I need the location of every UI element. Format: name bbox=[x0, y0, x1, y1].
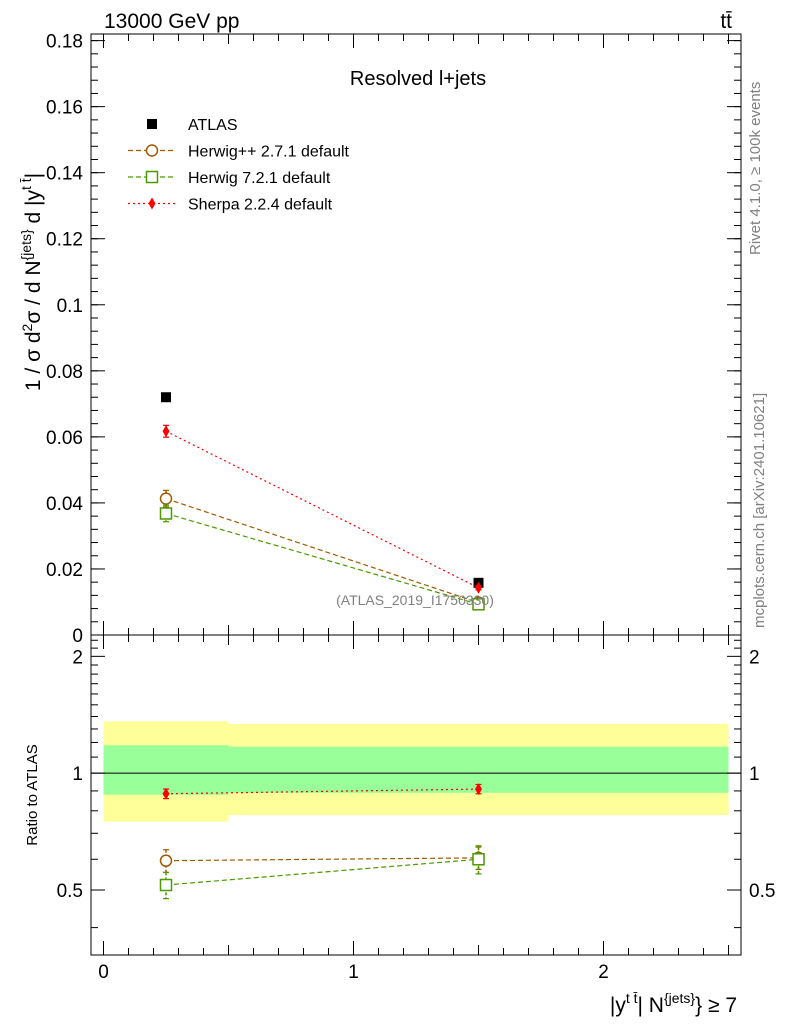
legend-label: Herwig 7.2.1 default bbox=[188, 170, 331, 187]
atlas-point bbox=[161, 392, 171, 403]
main-y-tick-label: 0.16 bbox=[46, 98, 83, 119]
main-y-ticks: 0 0.02 0.04 0.06 0.08 0.1 0.12 0.14 0.16 0.18 bbox=[46, 32, 741, 647]
herwig-7-2-1-default-line bbox=[165, 512, 479, 605]
ratio-panel: 0.5 0.5 1 1 2 2 Ratio to ATLAS 0 1 2 |yt t̄| N{… bbox=[24, 634, 775, 1017]
legend-label: Sherpa 2.2.4 default bbox=[188, 197, 333, 214]
herwig-7-2-1-default-ratio-point bbox=[472, 853, 485, 866]
main-y-tick-label: 0.04 bbox=[46, 494, 83, 515]
x-tick-label: 2 bbox=[598, 962, 609, 983]
herwig-7-2-1-default-ratio-line bbox=[165, 858, 479, 886]
ratio-y-tick-label: 2 bbox=[72, 647, 83, 668]
herwig-7-2-1-default-point bbox=[159, 507, 173, 520]
main-y-tick-label: 0.06 bbox=[46, 428, 83, 449]
sherpa-2-2-4-default-point bbox=[475, 581, 482, 594]
process-label: tt̄ bbox=[720, 10, 732, 33]
main-y-tick-label: 0.02 bbox=[46, 560, 83, 581]
ratio-y-tick-label-right: 0.5 bbox=[749, 881, 775, 902]
legend: ATLAS Herwig++ 2.7.1 default Herwig 7.2.1 … bbox=[128, 117, 350, 214]
sherpa-2-2-4-default-point bbox=[162, 425, 170, 438]
main-panel: 0 0.02 0.04 0.06 0.08 0.1 0.12 0.14 0.16 0.18 Res… bbox=[18, 32, 742, 647]
ratio-y-tick-label: 1 bbox=[72, 764, 83, 785]
ratio-uncertainty-bands bbox=[91, 721, 741, 822]
x-tick-label: 1 bbox=[348, 962, 359, 983]
main-y-tick-label: 0.1 bbox=[57, 296, 83, 317]
herwig-2-7-1-default-line bbox=[165, 498, 479, 604]
legend-marker bbox=[145, 144, 159, 157]
ratio-y-axis-label: Ratio to ATLAS bbox=[24, 744, 41, 845]
main-series bbox=[159, 392, 485, 611]
ratio-frame bbox=[90, 634, 742, 956]
herwig-7-2-1-default-ratio-point bbox=[159, 878, 173, 892]
ratio-y-tick-label-right: 2 bbox=[749, 647, 760, 668]
main-y-axis-label: 1 / σ d2σ / d N{jets} d |yt t̄| bbox=[18, 173, 45, 391]
herwig-2-7-1-default-ratio-line bbox=[165, 857, 479, 862]
x-axis-label: |yt t̄| N{jets}} ≥ 7 bbox=[610, 990, 737, 1017]
herwig-7-2-1-default-point bbox=[472, 598, 485, 611]
ratio-y-ticks: 0.5 0.5 1 1 2 2 bbox=[57, 639, 775, 929]
sherpa-2-2-4-default-ratio-line bbox=[165, 788, 479, 795]
chart-title: Resolved l+jets bbox=[350, 68, 486, 90]
source-label: mcplots.cern.ch [arXiv:2401.10621] bbox=[751, 393, 768, 628]
energy-label: 13000 GeV pp bbox=[104, 10, 239, 33]
legend-label: ATLAS bbox=[188, 117, 238, 134]
legend-marker bbox=[145, 170, 159, 184]
legend-item-herwig-2-7-1-default: Herwig++ 2.7.1 default bbox=[128, 144, 350, 161]
x-axis-ticks: 0 1 2 bbox=[98, 635, 729, 983]
sherpa-2-2-4-default-ratio-point bbox=[475, 783, 482, 796]
legend-item-sherpa-2-2-4-default: Sherpa 2.2.4 default bbox=[128, 197, 333, 214]
rivet-label: Rivet 4.1.0, ≥ 100k events bbox=[747, 82, 764, 255]
main-y-tick-label: 0.08 bbox=[46, 362, 83, 383]
legend-label: Herwig++ 2.7.1 default bbox=[188, 144, 350, 161]
ratio-y-tick-label: 0.5 bbox=[57, 881, 83, 902]
ratio-series bbox=[159, 783, 485, 900]
x-tick-label: 0 bbox=[98, 962, 109, 983]
sherpa-2-2-4-default-ratio-point bbox=[162, 787, 170, 800]
legend-item-atlas: ATLAS bbox=[147, 117, 238, 134]
legend-marker bbox=[148, 197, 156, 210]
ratio-y-tick-label-right: 1 bbox=[749, 764, 760, 785]
analysis-watermark: (ATLAS_2019_I1750330) bbox=[336, 592, 494, 608]
herwig-2-7-1-default-point bbox=[159, 492, 173, 505]
main-y-tick-label: 0.14 bbox=[46, 164, 83, 185]
main-y-tick-label: 0 bbox=[72, 626, 83, 647]
legend-marker bbox=[147, 119, 157, 129]
sherpa-2-2-4-default-line bbox=[165, 430, 479, 589]
band-stat bbox=[103, 745, 229, 795]
main-y-tick-label: 0.12 bbox=[46, 230, 83, 251]
herwig-2-7-1-default-ratio-point bbox=[159, 854, 173, 867]
legend-item-herwig-7-2-1-default: Herwig 7.2.1 default bbox=[128, 170, 331, 187]
main-y-tick-label: 0.18 bbox=[46, 32, 83, 53]
